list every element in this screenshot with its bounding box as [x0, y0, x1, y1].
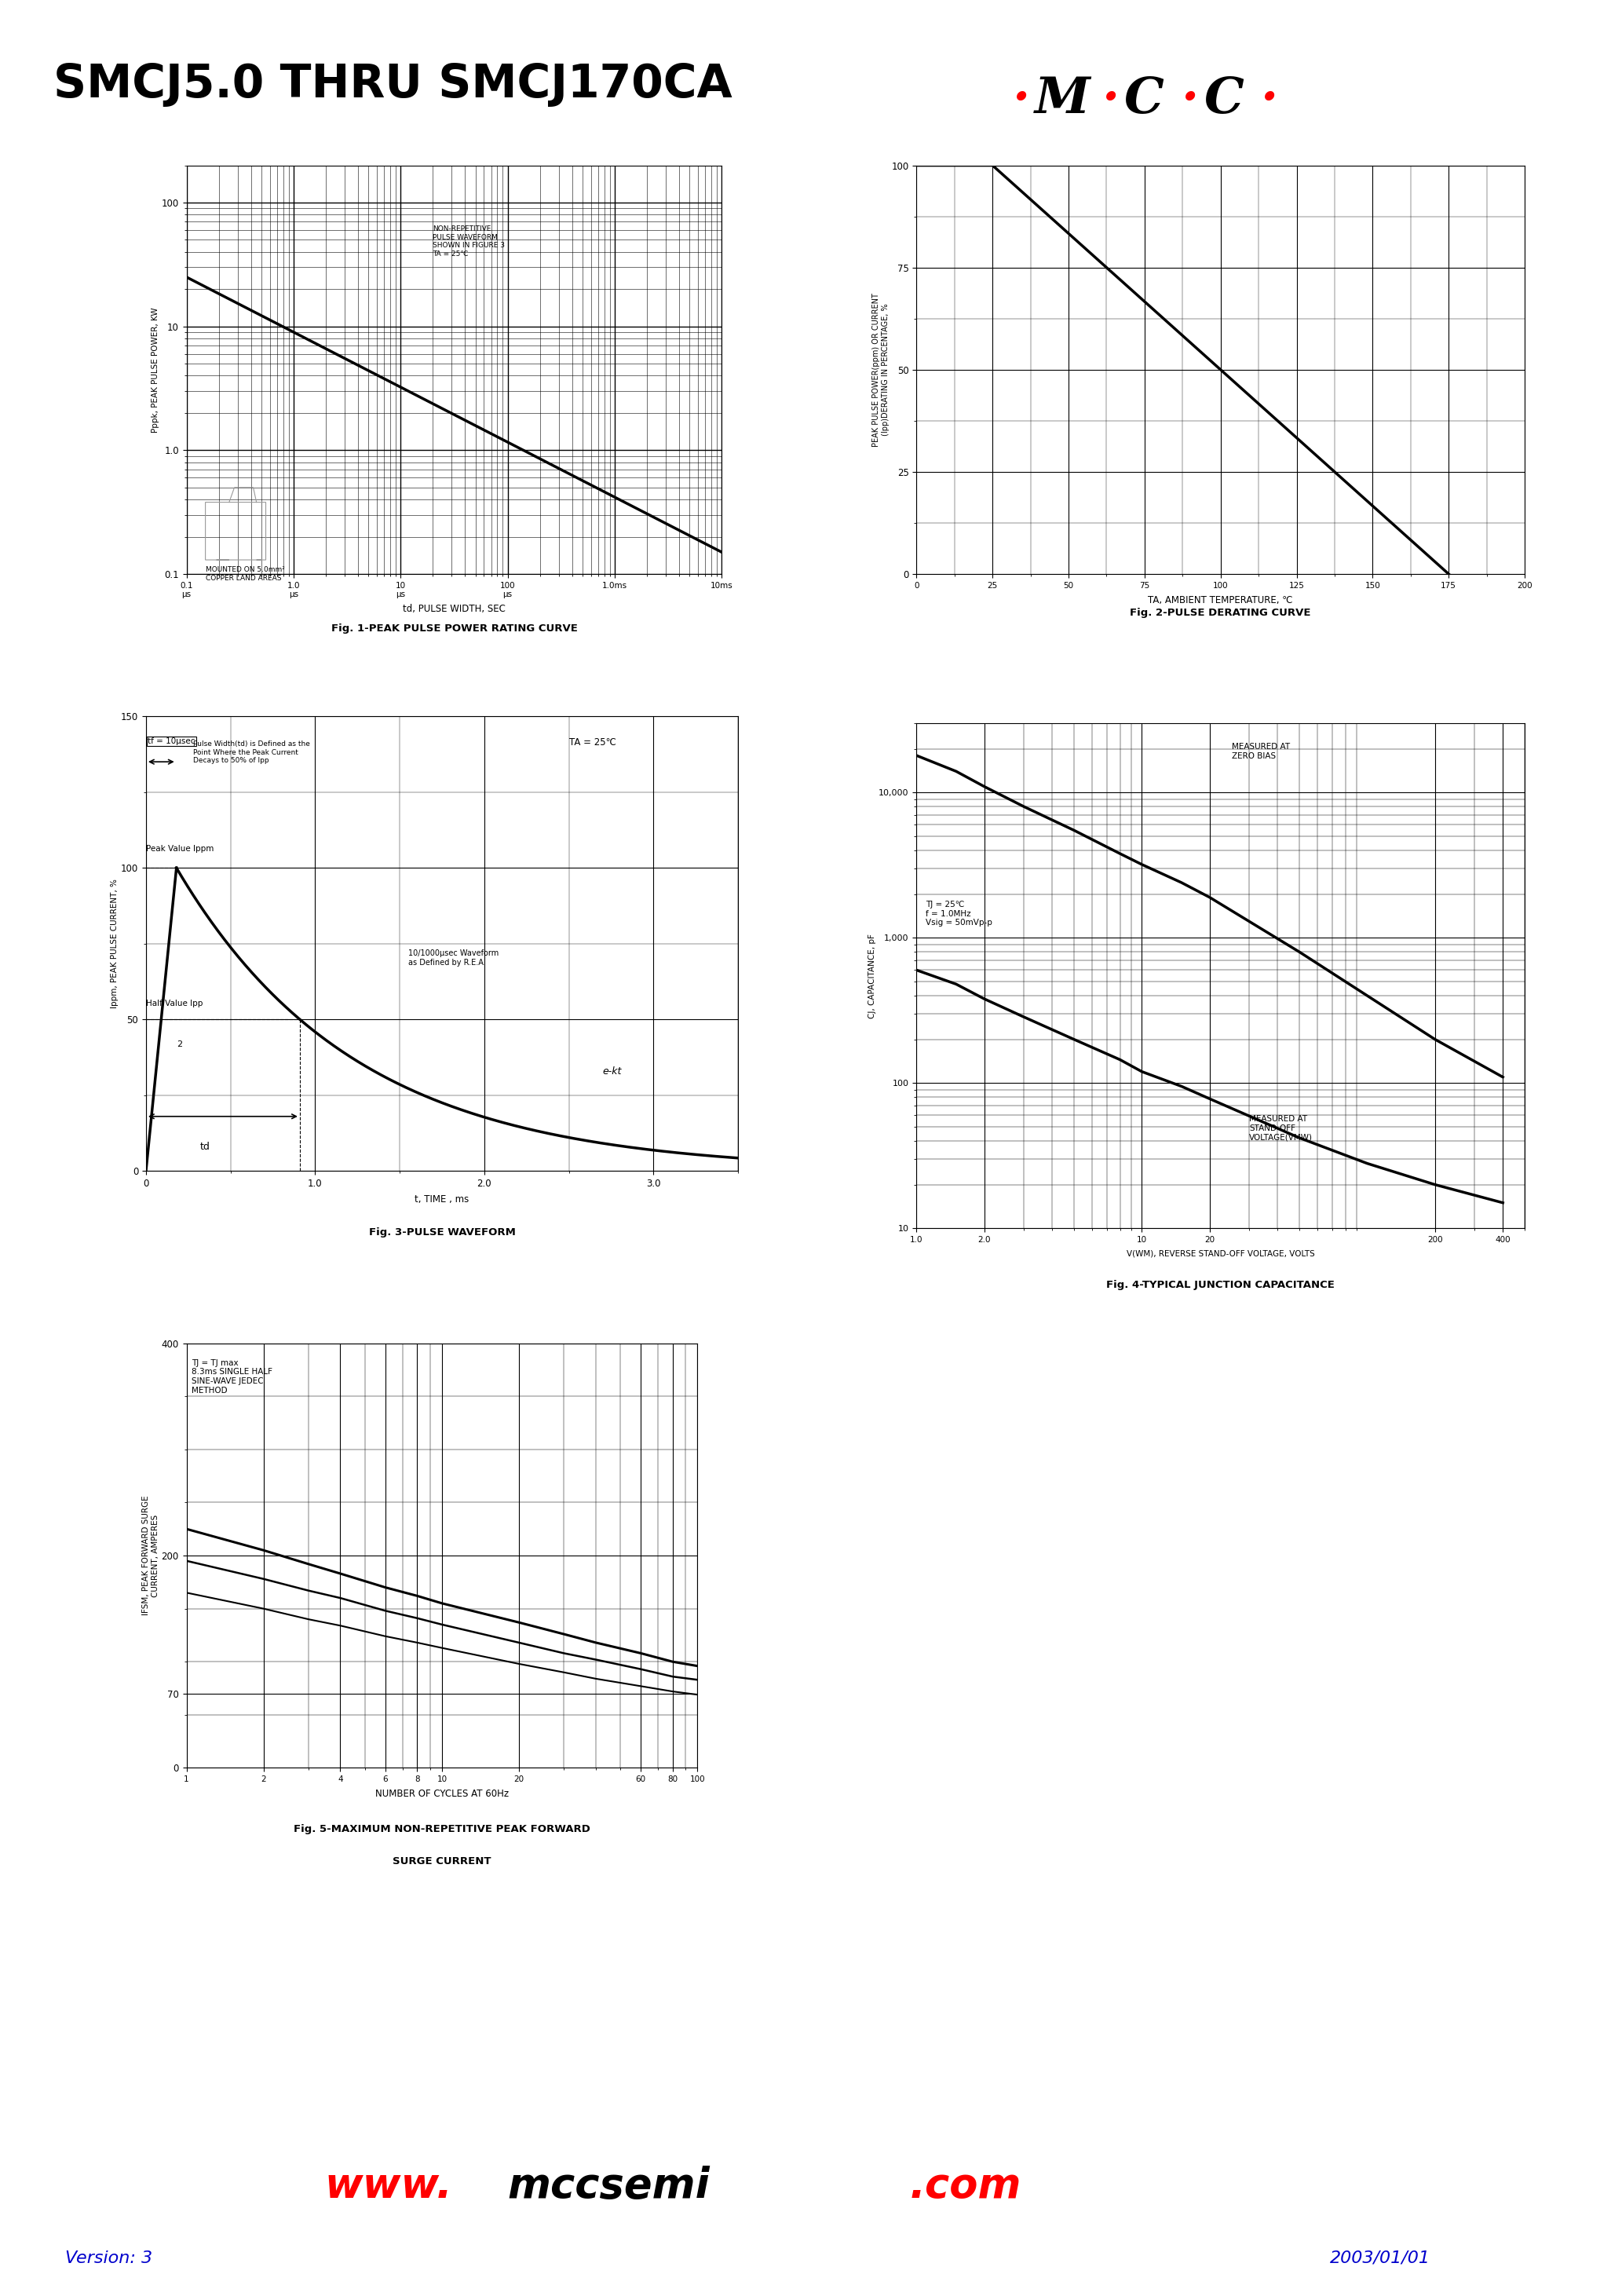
Text: Fig. 2-PULSE DERATING CURVE: Fig. 2-PULSE DERATING CURVE	[1131, 608, 1311, 618]
Text: www.: www.	[324, 2165, 453, 2206]
Text: td: td	[200, 1141, 211, 1153]
Text: ·: ·	[1012, 76, 1030, 124]
X-axis label: td, PULSE WIDTH, SEC: td, PULSE WIDTH, SEC	[402, 604, 506, 615]
Text: 2: 2	[177, 1040, 182, 1049]
Text: Fig. 3-PULSE WAVEFORM: Fig. 3-PULSE WAVEFORM	[368, 1228, 516, 1238]
Text: MEASURED AT
STAND-OFF
VOLTAGE(VMW): MEASURED AT STAND-OFF VOLTAGE(VMW)	[1249, 1116, 1312, 1141]
Text: MOUNTED ON 5.0mm²
COPPER LAND AREAS: MOUNTED ON 5.0mm² COPPER LAND AREAS	[206, 567, 284, 581]
Text: .com: .com	[910, 2165, 1022, 2206]
Text: 2003/01/01: 2003/01/01	[1330, 2250, 1431, 2266]
Text: Fig. 5-MAXIMUM NON-REPETITIVE PEAK FORWARD: Fig. 5-MAXIMUM NON-REPETITIVE PEAK FORWA…	[294, 1825, 590, 1835]
Text: C: C	[1124, 76, 1165, 124]
Text: ·: ·	[1181, 76, 1199, 124]
Text: ·: ·	[1260, 76, 1278, 124]
Text: MEASURED AT
ZERO BIAS: MEASURED AT ZERO BIAS	[1231, 744, 1289, 760]
X-axis label: NUMBER OF CYCLES AT 60Hz: NUMBER OF CYCLES AT 60Hz	[375, 1789, 509, 1800]
Text: SMCJ5.0 THRU SMCJ170CA: SMCJ5.0 THRU SMCJ170CA	[54, 62, 733, 106]
Text: M: M	[1035, 76, 1090, 124]
Y-axis label: CJ, CAPACITANCE, pF: CJ, CAPACITANCE, pF	[868, 934, 876, 1017]
Text: ·: ·	[1101, 76, 1119, 124]
Text: 10/1000μsec Waveform
as Defined by R.E.A.: 10/1000μsec Waveform as Defined by R.E.A…	[409, 951, 498, 967]
Text: tf = 10μsec: tf = 10μsec	[148, 737, 195, 746]
Y-axis label: Pppk, PEAK PULSE POWER, KW: Pppk, PEAK PULSE POWER, KW	[151, 308, 159, 432]
Text: mccsemi: mccsemi	[508, 2165, 710, 2206]
Text: Half Value Ipp: Half Value Ipp	[146, 999, 203, 1008]
Text: NON-REPETITIVE
PULSE WAVEFORM
SHOWN IN FIGURE 3
TA = 25℃: NON-REPETITIVE PULSE WAVEFORM SHOWN IN F…	[433, 225, 504, 257]
Text: Fig. 4-TYPICAL JUNCTION CAPACITANCE: Fig. 4-TYPICAL JUNCTION CAPACITANCE	[1106, 1281, 1335, 1290]
Text: TA = 25℃: TA = 25℃	[569, 737, 616, 748]
X-axis label: V(WM), REVERSE STAND-OFF VOLTAGE, VOLTS: V(WM), REVERSE STAND-OFF VOLTAGE, VOLTS	[1126, 1249, 1315, 1258]
Y-axis label: Ippm, PEAK PULSE CURRENT, %: Ippm, PEAK PULSE CURRENT, %	[110, 879, 118, 1008]
Text: C: C	[1204, 76, 1244, 124]
Y-axis label: IFSM, PEAK FORWARD SURGE
CURRENT, AMPERES: IFSM, PEAK FORWARD SURGE CURRENT, AMPERE…	[143, 1495, 159, 1616]
Text: Fig. 1-PEAK PULSE POWER RATING CURVE: Fig. 1-PEAK PULSE POWER RATING CURVE	[331, 625, 577, 634]
X-axis label: TA, AMBIENT TEMPERATURE, ℃: TA, AMBIENT TEMPERATURE, ℃	[1148, 595, 1293, 606]
X-axis label: t, TIME , ms: t, TIME , ms	[415, 1194, 469, 1205]
Y-axis label: PEAK PULSE POWER(ppm) OR CURRENT
(Ipp)DERATING IN PERCENTAGE, %: PEAK PULSE POWER(ppm) OR CURRENT (Ipp)DE…	[873, 294, 889, 445]
Text: TJ = TJ max
8.3ms SINGLE HALF
SINE-WAVE JEDEC
METHOD: TJ = TJ max 8.3ms SINGLE HALF SINE-WAVE …	[191, 1359, 272, 1394]
Text: TJ = 25℃
f = 1.0MHz
Vsig = 50mVp-p: TJ = 25℃ f = 1.0MHz Vsig = 50mVp-p	[926, 900, 993, 928]
Text: SURGE CURRENT: SURGE CURRENT	[393, 1857, 491, 1867]
Text: Version: 3: Version: 3	[65, 2250, 152, 2266]
Text: Peak Value Ippm: Peak Value Ippm	[146, 845, 214, 852]
Text: Pulse Width(td) is Defined as the
Point Where the Peak Current
Decays to 50% of : Pulse Width(td) is Defined as the Point …	[193, 742, 310, 765]
Text: e-kt: e-kt	[603, 1065, 621, 1077]
